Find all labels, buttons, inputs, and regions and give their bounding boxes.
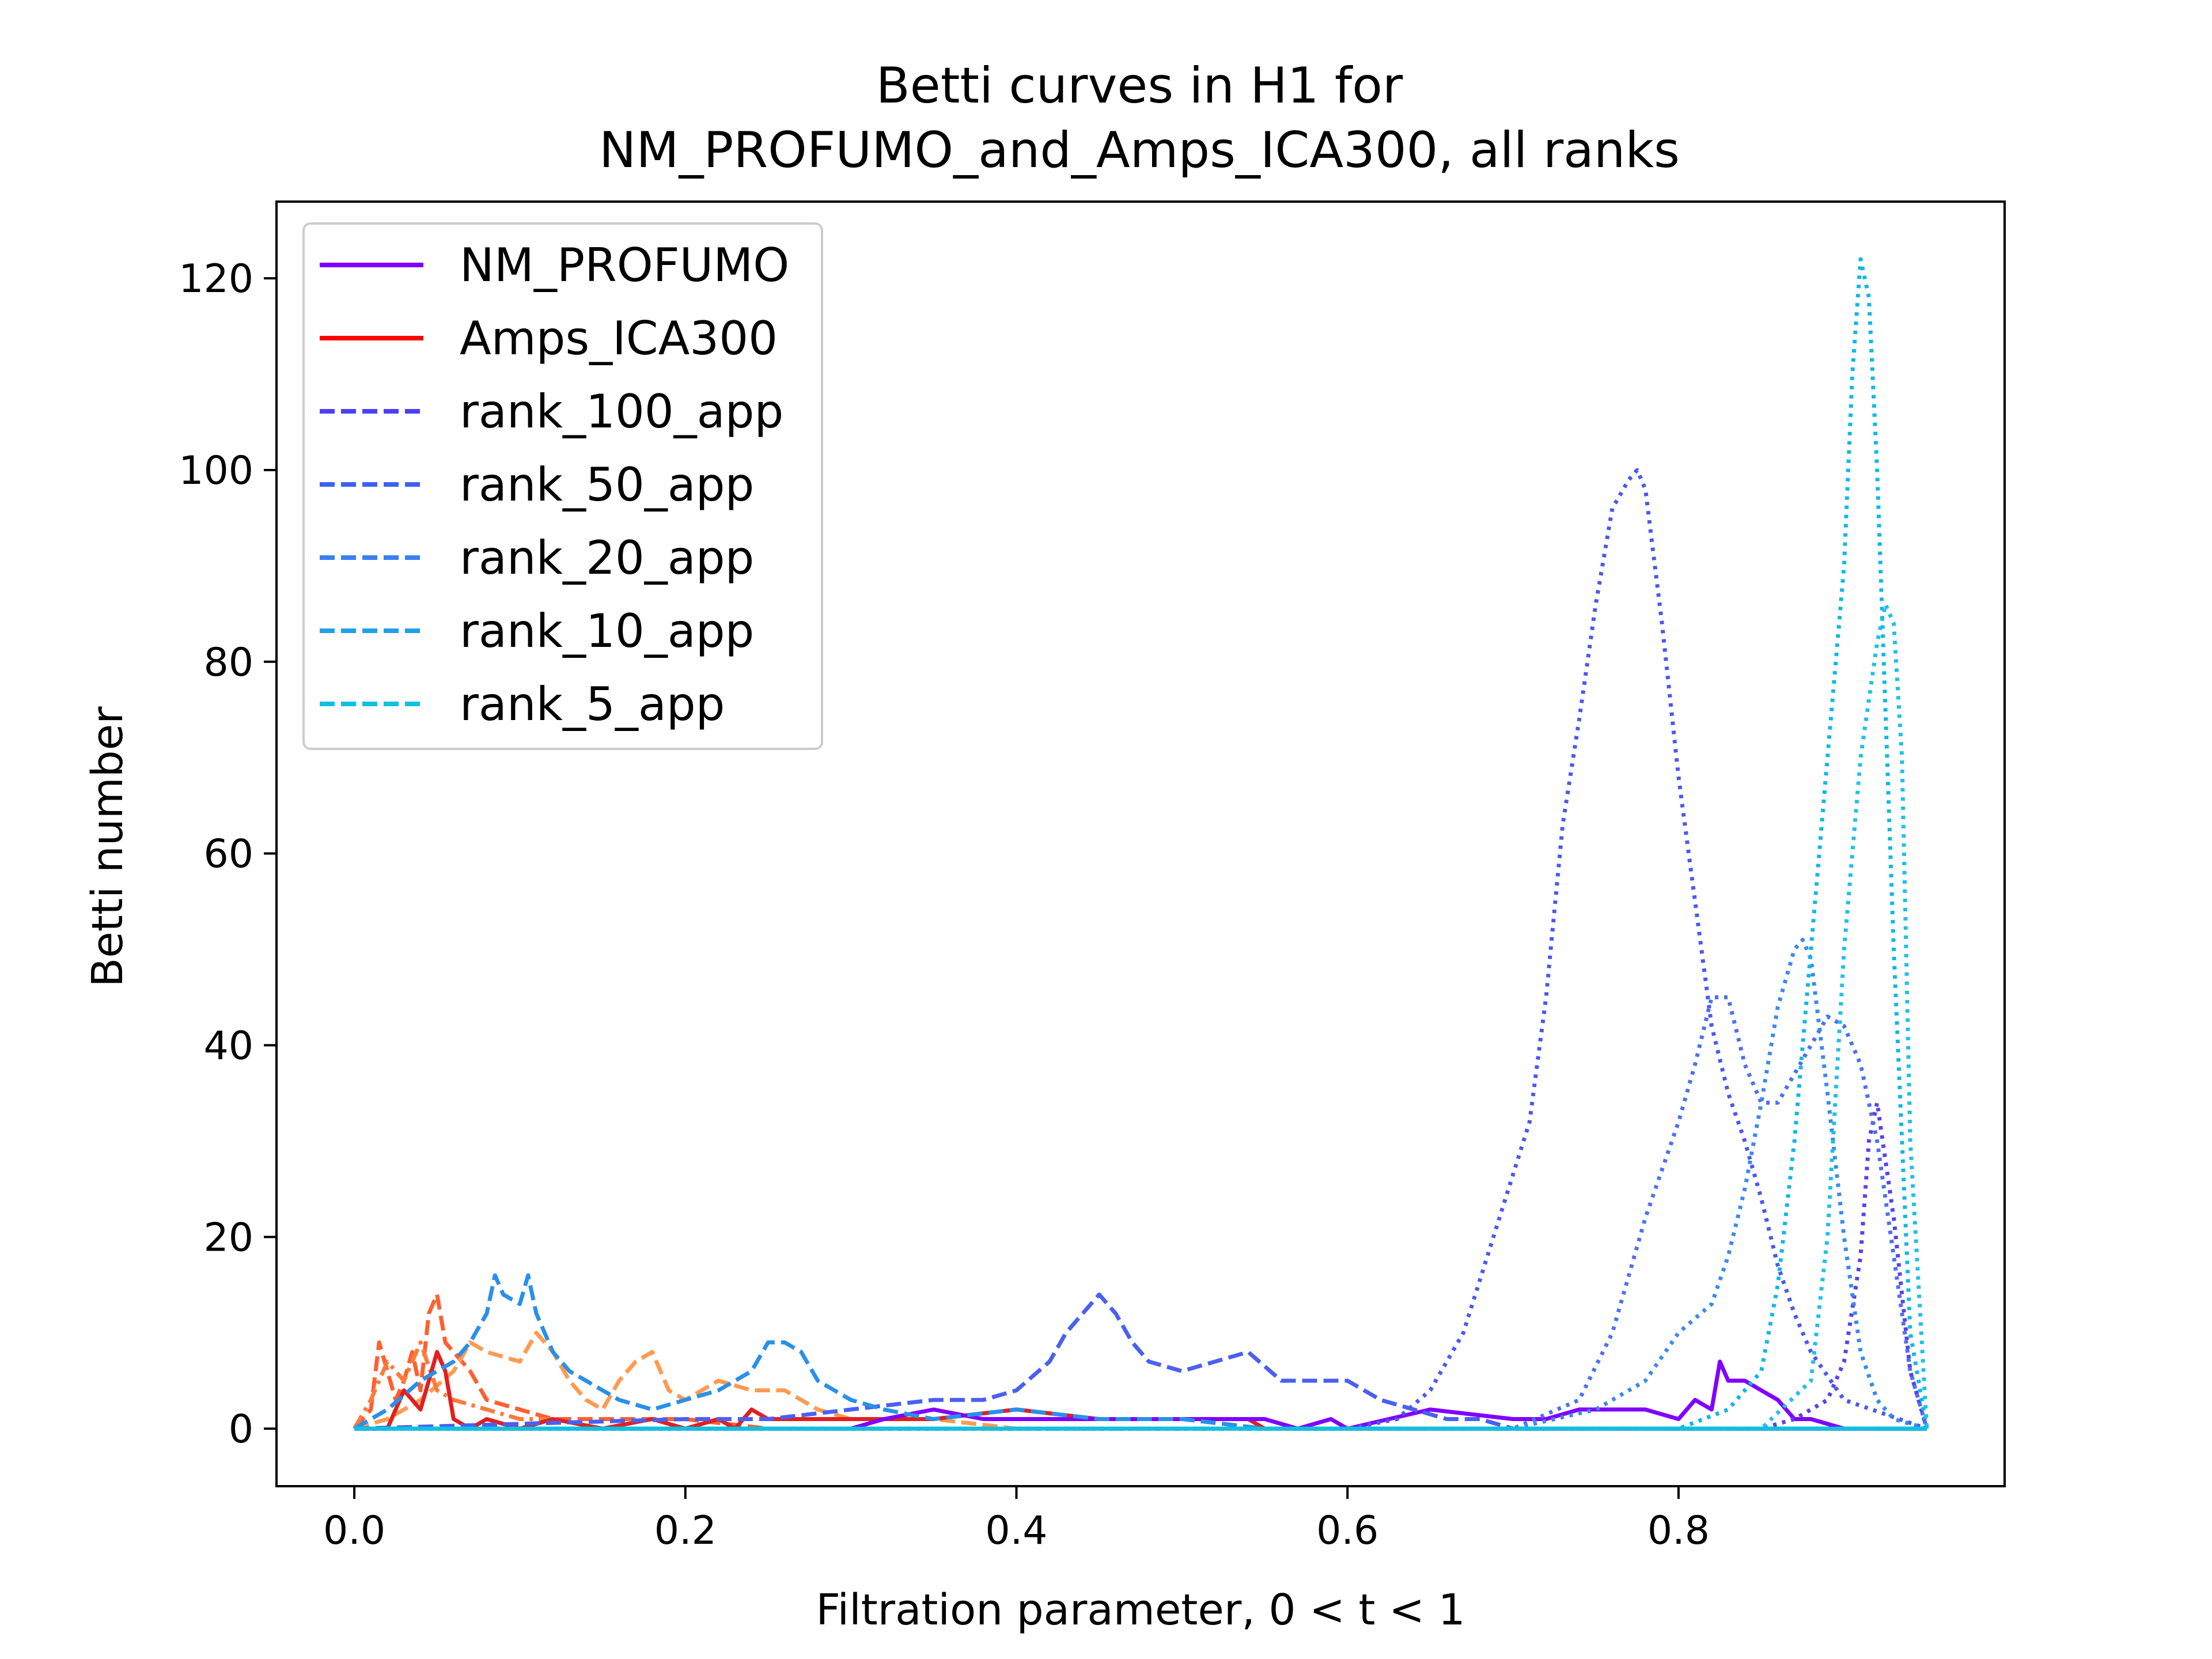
legend-label: rank_100_app xyxy=(460,385,783,438)
series-line-10 xyxy=(354,602,1929,1431)
legend-label: rank_10_app xyxy=(460,604,754,658)
x-tick-label: 0.0 xyxy=(323,1508,385,1554)
legend-entries: NM_PROFUMO Amps_ICA300 rank_100_app rank_50… xyxy=(320,238,789,731)
series-line-12 xyxy=(353,1273,1927,1431)
series-line-11 xyxy=(354,1292,1927,1431)
legend-label: rank_20_app xyxy=(460,531,754,585)
series-layer xyxy=(353,257,1929,1431)
plot-frame xyxy=(275,200,2006,1487)
y-tick-label: 0 xyxy=(229,1407,253,1452)
y-tick-label: 40 xyxy=(203,1023,253,1069)
y-tick-label: 20 xyxy=(203,1215,253,1260)
series-line-7 xyxy=(354,995,1929,1431)
y-tick-label: 120 xyxy=(179,256,253,302)
legend-label: rank_5_app xyxy=(460,677,725,731)
series-line-9 xyxy=(354,257,1929,1431)
x-tick-label: 0.6 xyxy=(1316,1508,1378,1554)
series-line-0 xyxy=(353,1292,1927,1431)
legend-box xyxy=(302,222,823,750)
x-axis: 0.0 0.2 0.4 0.6 0.8 xyxy=(323,1486,1710,1554)
legend-label: rank_50_app xyxy=(460,458,754,512)
x-axis-label: Filtration parameter, 0 < t < 1 xyxy=(816,1585,1465,1635)
x-tick-label: 0.2 xyxy=(654,1508,717,1554)
chart-subtitle: NM_PROFUMO_and_Amps_ICA300, all ranks xyxy=(599,122,1680,179)
chart-title: Betti curves in H1 for xyxy=(876,57,1403,115)
legend-label: NM_PROFUMO xyxy=(460,238,789,292)
y-tick-label: 60 xyxy=(203,832,253,877)
y-axis: 0 20 40 60 80 100 120 xyxy=(179,256,276,1452)
x-tick-label: 0.4 xyxy=(985,1508,1047,1554)
x-tick-label: 0.8 xyxy=(1647,1508,1710,1554)
series-line-8 xyxy=(354,937,1927,1431)
y-tick-label: 80 xyxy=(203,640,253,685)
legend-label: Amps_ICA300 xyxy=(460,312,778,365)
y-axis-label: Betti number xyxy=(83,706,132,987)
legend: NM_PROFUMO Amps_ICA300 rank_100_app rank_50… xyxy=(302,222,823,750)
y-tick-label: 100 xyxy=(179,448,253,494)
series-line-4 xyxy=(354,1359,1927,1431)
